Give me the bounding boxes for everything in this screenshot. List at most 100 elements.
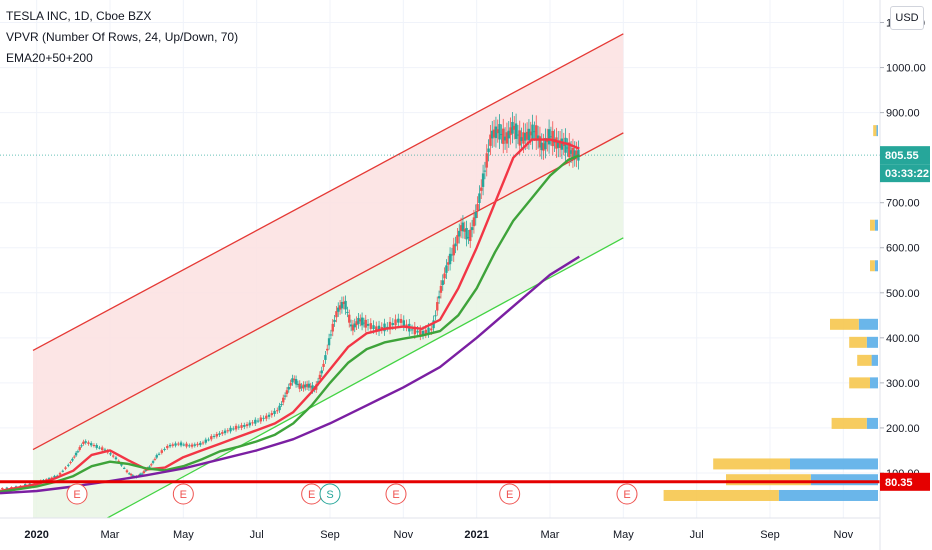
candle-body xyxy=(492,129,496,138)
candle-body xyxy=(270,413,273,416)
candle-body xyxy=(307,383,311,388)
earnings-event-marker[interactable] xyxy=(616,483,638,505)
candle-body xyxy=(383,323,386,332)
candle-body xyxy=(518,130,521,146)
earnings-event-marker[interactable] xyxy=(66,483,88,505)
time-tick-label: Nov xyxy=(834,529,854,541)
candle-body xyxy=(237,426,240,428)
earnings-event-marker[interactable] xyxy=(172,483,194,505)
candle-body xyxy=(502,128,505,144)
volume-profile-down-bar xyxy=(857,354,872,366)
candle-body xyxy=(50,477,53,479)
volume-profile-down-bar xyxy=(663,489,779,501)
candle-body xyxy=(329,334,333,336)
candle-body xyxy=(452,244,455,256)
candle-body xyxy=(509,127,512,136)
ema-indicator-label[interactable]: EMA20+50+200 xyxy=(6,51,93,65)
candle-body xyxy=(291,378,294,383)
candle-body xyxy=(529,131,532,136)
candle-body xyxy=(388,321,392,330)
candle-body xyxy=(125,470,129,473)
candle-body xyxy=(391,323,394,326)
candle-body xyxy=(128,473,131,475)
volume-profile-down-bar xyxy=(873,125,877,137)
candle-body xyxy=(478,193,481,203)
candle-body xyxy=(476,204,479,211)
candle-body xyxy=(505,132,509,144)
candle-body xyxy=(324,355,327,360)
candle-body xyxy=(557,140,560,148)
lower-channel-line[interactable] xyxy=(99,237,624,523)
candle-body xyxy=(174,443,177,446)
candle-body xyxy=(369,323,372,329)
candle-body xyxy=(416,330,419,333)
candle-body xyxy=(140,473,144,475)
upper-channel-top-line[interactable] xyxy=(32,33,624,352)
time-tick-label: Mar xyxy=(101,529,120,541)
candle-body xyxy=(357,317,360,324)
price-tick-label: 200.00 xyxy=(886,423,920,435)
volume-profile-up-bar xyxy=(874,260,878,272)
candle-body xyxy=(454,243,457,247)
candle-body xyxy=(434,315,437,317)
candle-body xyxy=(155,455,158,458)
candle-body xyxy=(489,134,492,146)
candle-body xyxy=(218,433,221,435)
ema20-line[interactable] xyxy=(0,138,580,493)
split-event-marker[interactable] xyxy=(319,483,341,505)
candle-body xyxy=(294,379,298,385)
volume-profile-down-bar xyxy=(726,474,811,486)
candle-body xyxy=(318,374,322,380)
earnings-event-letter: E xyxy=(180,489,187,501)
candle-body xyxy=(520,137,523,141)
price-tick-label: 600.00 xyxy=(886,243,920,255)
candle-body xyxy=(262,417,265,419)
candle-body xyxy=(139,473,142,476)
candle-body xyxy=(199,442,202,446)
candle-body xyxy=(117,460,120,462)
candle-body xyxy=(296,383,300,385)
symbol-title[interactable]: TESLA INC, 1D, Cboe BZX xyxy=(6,9,152,23)
candle-body xyxy=(215,433,218,437)
volume-profile-up-bar xyxy=(866,336,878,348)
candle-body xyxy=(413,326,416,335)
volume-profile-up-bar xyxy=(778,489,878,501)
ema50-line[interactable] xyxy=(0,154,580,494)
candle-body xyxy=(467,237,470,239)
candle-body xyxy=(351,324,355,331)
upper-channel-bottom-line[interactable] xyxy=(32,132,624,451)
candle-body xyxy=(322,363,325,367)
volume-profile-up-bar xyxy=(871,354,878,366)
time-tick-label: 2020 xyxy=(24,529,48,541)
currency-button[interactable]: USD xyxy=(890,6,924,30)
price-labels: 805.55 03:33:22 80.35 xyxy=(880,146,930,491)
candle-body xyxy=(112,455,115,457)
candle-body xyxy=(494,126,498,139)
earnings-event-marker[interactable] xyxy=(499,483,521,505)
candle-body xyxy=(481,173,485,187)
candle-body xyxy=(503,136,507,141)
candle-body xyxy=(474,212,477,219)
candle-body xyxy=(487,148,490,153)
vpvr-indicator-label[interactable]: VPVR (Number Of Rows, 24, Up/Down, 70) xyxy=(6,30,239,44)
volume-profile-up-bar xyxy=(810,474,878,486)
candle-body xyxy=(179,442,183,446)
candle-body xyxy=(109,453,112,455)
candle-body xyxy=(82,441,85,444)
candle-body xyxy=(540,142,543,151)
candle-body xyxy=(441,280,444,286)
candle-body xyxy=(251,422,254,424)
candle-body xyxy=(364,319,367,328)
candle-body xyxy=(254,419,257,424)
candle-body xyxy=(564,137,567,153)
candle-body xyxy=(123,467,126,469)
candle-body xyxy=(243,425,246,427)
price-tick-label: 1000.00 xyxy=(886,63,926,75)
candle-body xyxy=(340,301,344,309)
volume-profile-down-bar xyxy=(831,417,867,429)
candle-body xyxy=(348,314,351,323)
earnings-event-marker[interactable] xyxy=(385,483,407,505)
